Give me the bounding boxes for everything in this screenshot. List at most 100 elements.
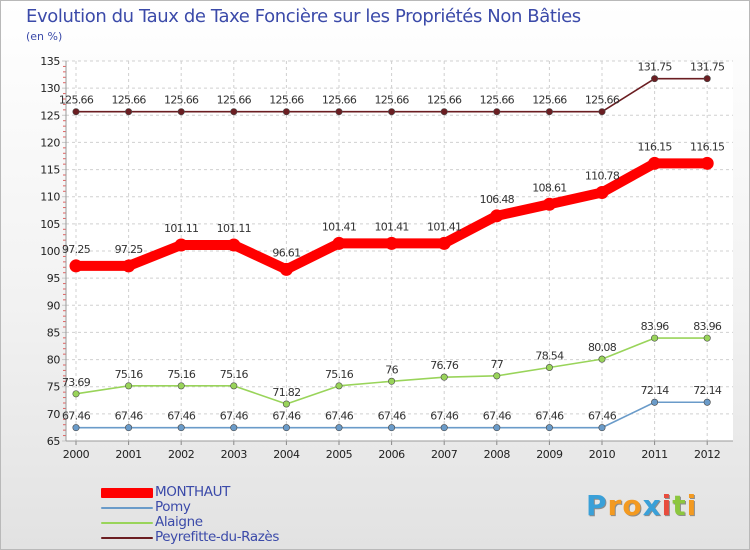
- y-tick-label: 85: [47, 326, 61, 339]
- data-point-monthaut: [490, 209, 504, 223]
- x-tick-label: 2007: [431, 448, 458, 461]
- data-point-peyrefitte-du-raz-s: [282, 108, 290, 116]
- data-label-alaigne: 83.96: [693, 320, 722, 333]
- data-label-monthaut: 101.41: [374, 220, 408, 233]
- data-label-alaigne: 75.16: [115, 368, 144, 381]
- data-point-alaigne: [125, 382, 133, 390]
- data-point-pomy: [388, 424, 396, 432]
- y-tick-label: 70: [47, 408, 61, 421]
- data-label-pomy: 72.14: [641, 384, 670, 397]
- legend-swatch-monthaut: [101, 487, 153, 498]
- data-label-pomy: 67.46: [325, 410, 354, 423]
- data-label-alaigne: 78.54: [535, 349, 564, 362]
- y-tick-label: 125: [40, 109, 60, 122]
- legend-label-monthaut: MONTHAUT: [155, 484, 230, 500]
- data-label-alaigne: 80.08: [588, 341, 617, 354]
- data-label-alaigne: 73.69: [62, 376, 91, 389]
- data-label-peyrefitte-du-raz-s: 125.66: [585, 94, 620, 107]
- x-tick-label: 2001: [115, 448, 141, 461]
- data-point-alaigne: [388, 377, 396, 385]
- data-label-alaigne: 76: [385, 363, 398, 376]
- data-point-alaigne: [493, 372, 501, 380]
- x-tick-label: 2004: [273, 448, 300, 461]
- data-point-alaigne: [598, 355, 606, 363]
- data-label-pomy: 67.46: [220, 410, 249, 423]
- data-point-monthaut: [385, 236, 399, 250]
- logo-letter: x: [642, 489, 662, 522]
- proxiti-logo: Proxiti: [586, 489, 697, 522]
- data-label-monthaut: 97.25: [115, 243, 144, 256]
- data-label-alaigne: 76.76: [430, 359, 459, 372]
- x-tick-label: 2002: [168, 448, 194, 461]
- logo-letter: r: [607, 489, 623, 522]
- chart-subtitle: (en %): [26, 30, 63, 43]
- logo-letter: o: [622, 489, 643, 522]
- legend: MONTHAUT Pomy Alaigne Peyrefitte-du-Razè…: [101, 484, 361, 545]
- x-tick-label: 2005: [326, 448, 353, 461]
- legend-item-peyrefitte: Peyrefitte-du-Razès: [101, 529, 361, 545]
- data-label-monthaut: 101.41: [427, 220, 461, 233]
- legend-swatch-peyrefitte: [101, 536, 153, 539]
- data-point-alaigne: [177, 382, 185, 390]
- data-label-monthaut: 101.11: [164, 222, 198, 235]
- data-label-pomy: 67.46: [430, 410, 459, 423]
- data-point-peyrefitte-du-raz-s: [335, 108, 343, 116]
- data-label-peyrefitte-du-raz-s: 125.66: [532, 94, 567, 107]
- data-label-peyrefitte-du-raz-s: 125.66: [480, 94, 515, 107]
- y-tick-label: 135: [40, 55, 60, 68]
- y-tick-label: 100: [40, 245, 60, 258]
- legend-item-monthaut: MONTHAUT: [101, 484, 361, 500]
- data-point-monthaut: [595, 185, 609, 199]
- data-label-peyrefitte-du-raz-s: 125.66: [427, 94, 462, 107]
- data-point-pomy: [493, 424, 501, 432]
- data-point-pomy: [651, 398, 659, 406]
- data-point-monthaut: [122, 259, 136, 273]
- data-point-monthaut: [700, 156, 714, 170]
- data-point-alaigne: [335, 382, 343, 390]
- data-label-monthaut: 96.61: [272, 246, 300, 259]
- data-point-alaigne: [703, 334, 711, 342]
- data-point-peyrefitte-du-raz-s: [230, 108, 238, 116]
- data-point-pomy: [703, 398, 711, 406]
- data-label-peyrefitte-du-raz-s: 125.66: [111, 94, 146, 107]
- data-label-peyrefitte-du-raz-s: 125.66: [322, 94, 357, 107]
- x-tick-label: 2010: [589, 448, 616, 461]
- data-point-monthaut: [437, 236, 451, 250]
- y-tick-label: 80: [47, 354, 61, 367]
- data-label-pomy: 67.46: [588, 410, 617, 423]
- data-label-monthaut: 116.15: [690, 140, 725, 153]
- data-point-alaigne: [440, 373, 448, 381]
- data-point-monthaut: [332, 236, 346, 250]
- y-tick-label: 90: [47, 299, 61, 312]
- data-label-monthaut: 108.61: [532, 181, 566, 194]
- data-point-peyrefitte-du-raz-s: [651, 75, 659, 83]
- data-point-peyrefitte-du-raz-s: [177, 108, 185, 116]
- legend-label-pomy: Pomy: [155, 499, 191, 515]
- data-point-alaigne: [651, 334, 659, 342]
- y-tick-label: 105: [40, 218, 60, 231]
- data-label-alaigne: 75.16: [220, 368, 249, 381]
- x-tick-label: 2006: [378, 448, 405, 461]
- data-point-monthaut: [69, 259, 83, 273]
- x-tick-label: 2003: [221, 448, 248, 461]
- x-tick-label: 2008: [484, 448, 511, 461]
- data-point-peyrefitte-du-raz-s: [125, 108, 133, 116]
- data-label-monthaut: 97.25: [62, 243, 91, 256]
- legend-label-peyrefitte: Peyrefitte-du-Razès: [155, 529, 279, 545]
- logo-letter: P: [586, 489, 608, 522]
- data-label-peyrefitte-du-raz-s: 131.75: [690, 61, 725, 74]
- data-label-monthaut: 110.78: [585, 169, 620, 182]
- y-tick-label: 115: [40, 164, 60, 177]
- data-point-pomy: [598, 424, 606, 432]
- logo-letter: i: [661, 489, 673, 522]
- data-point-peyrefitte-du-raz-s: [493, 108, 501, 116]
- y-tick-label: 130: [40, 82, 60, 95]
- data-point-pomy: [72, 424, 80, 432]
- data-label-pomy: 67.46: [62, 410, 91, 423]
- data-point-pomy: [440, 424, 448, 432]
- legend-label-alaigne: Alaigne: [155, 514, 203, 530]
- data-label-peyrefitte-du-raz-s: 125.66: [269, 94, 304, 107]
- data-label-alaigne: 71.82: [272, 386, 300, 399]
